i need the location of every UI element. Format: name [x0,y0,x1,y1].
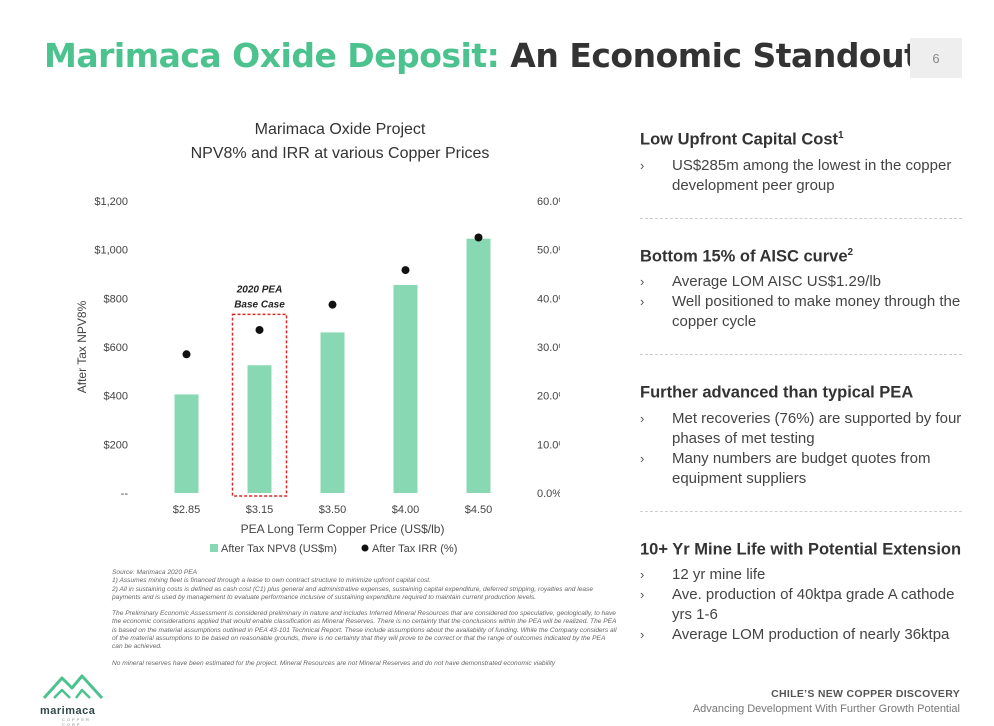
bullet-arrow-icon: › [640,274,645,289]
x-tick-label: $2.85 [173,504,201,516]
logo-sub: COPPER CORP [62,717,91,726]
dot-irr [255,325,264,334]
bullet-item: › Many numbers are budget quotes from equ… [640,449,931,487]
bar-npv [393,284,418,493]
bullet-item: › Met recoveries (76%) are supported by f… [640,409,962,447]
logo-brand: marimaca [40,705,96,717]
page-title-rest: An Economic Standout [499,36,920,75]
bar-npv [466,238,491,493]
bullet-arrow-icon: › [640,450,645,466]
legend-swatch-irr [361,544,369,552]
page-title-accent: Marimaca Oxide Deposit: [44,36,500,75]
bullet-arrow-icon: › [640,587,645,602]
footnotes: Source: Marimaca 2020 PEA 1) Assumes min… [112,569,617,668]
page-number: 6 [910,38,962,78]
y2-tick-label: 30.0% [537,342,560,354]
x-tick-label: $3.15 [246,504,274,516]
section-capital-cost: Low Upfront Capital Cost1 › US$285m among… [640,130,962,219]
footnote-1: 1) Assumes mining fleet is financed thro… [112,577,431,585]
bullet-item: › Average LOM AISC US$1.29/lb [640,273,882,290]
section-title: Further advanced than typical PEA [640,383,914,402]
bullet-arrow-icon: › [640,157,645,173]
footnote-2: 2) All in sustaining costs is defined as… [112,585,593,601]
bullet-item: › 12 yr mine life [640,566,766,583]
dot-irr [401,266,410,275]
y-axis-title: After Tax NPV8% [75,300,89,393]
y2-tick-label: 50.0% [537,245,560,257]
x-axis-title: PEA Long Term Copper Price (US$/lb) [241,522,445,536]
dot-irr [182,350,191,359]
dot-irr [474,233,483,242]
y-tick-label: $400 [104,391,128,403]
y2-tick-label: 60.0% [537,196,560,208]
y-tick-label: $800 [104,293,128,305]
x-tick-label: $4.00 [392,504,420,516]
y-tick-label: $200 [104,439,128,451]
bullet-item: › Well positioned to make money through t… [640,293,961,330]
bullet-arrow-icon: › [640,627,645,642]
y2-tick-label: 20.0% [537,391,560,403]
company-logo: marimaca COPPER CORP [40,668,110,726]
section-title: Bottom 15% of AISC curve2 [640,246,854,266]
footnote-source: Source: Marimaca 2020 PEA [112,569,198,576]
bullet-arrow-icon: › [640,294,645,309]
chart-title-line2: NPV8% and IRR at various Copper Prices [190,145,490,162]
bullet-item: › Average LOM production of nearly 36ktpa [640,626,950,643]
y-tick-label: -- [121,488,129,500]
y2-tick-label: 40.0% [537,293,560,305]
bullet-item: › US$285m among the lowest in the copper … [640,156,952,194]
x-tick-label: $3.50 [319,504,347,516]
tagline: CHILE’S NEW COPPER DISCOVERY Advancing D… [693,688,960,715]
section-aisc: Bottom 15% of AISC curve2 › Average LOM A… [640,246,962,355]
dot-irr [328,300,337,309]
legend-label-npv: After Tax NPV8 (US$m) [221,543,337,555]
bar-npv [320,332,345,493]
y-tick-label: $600 [104,342,128,354]
y2-tick-label: 10.0% [537,439,560,451]
section-title: 10+ Yr Mine Life with Potential Extensio… [640,540,962,558]
key-points-panel: Low Upfront Capital Cost1 › US$285m among… [640,130,980,695]
bar-npv [247,365,272,493]
y-tick-label: $1,200 [94,196,128,208]
tagline-line2: Advancing Development With Further Growt… [692,703,960,715]
tagline-line1: CHILE’S NEW COPPER DISCOVERY [771,688,960,700]
annotation-label: Base Case [234,299,285,310]
npv-irr-chart: -- $200 $400 $600 $800 $1,000 $1,200 0.0% 10.0% 2… [75,196,560,555]
mountain-logo-icon [42,674,104,700]
base-case-highlight-box [231,313,288,497]
footnote-reserves: No mineral reserves have been estimated … [112,659,556,667]
legend-label-irr: After Tax IRR (%) [372,543,457,555]
bullet-arrow-icon: › [640,567,645,582]
section-title: Low Upfront Capital Cost1 [640,130,844,149]
section-advanced-pea: Further advanced than typical PEA › Met r… [640,383,962,512]
bullet-item: › Ave. production of 40ktpa grade A catho… [640,586,955,623]
footnote-disclaimer: The Preliminary Economic Assessment is c… [112,610,617,651]
bullet-arrow-icon: › [640,410,645,426]
chart-title: Marimaca Oxide Project NPV8% and IRR at … [140,118,540,166]
annotation-label: 2020 PEA [236,284,283,295]
y2-tick-label: 0.0% [537,488,560,500]
bar-npv [174,394,199,493]
page-title: Marimaca Oxide Deposit: An Economic Stan… [44,36,920,75]
legend-swatch-npv [210,544,218,552]
y-tick-label: $1,000 [94,245,128,257]
chart-title-line1: Marimaca Oxide Project [254,121,426,138]
x-tick-label: $4.50 [465,504,493,516]
section-mine-life: 10+ Yr Mine Life with Potential Extensio… [640,540,962,668]
